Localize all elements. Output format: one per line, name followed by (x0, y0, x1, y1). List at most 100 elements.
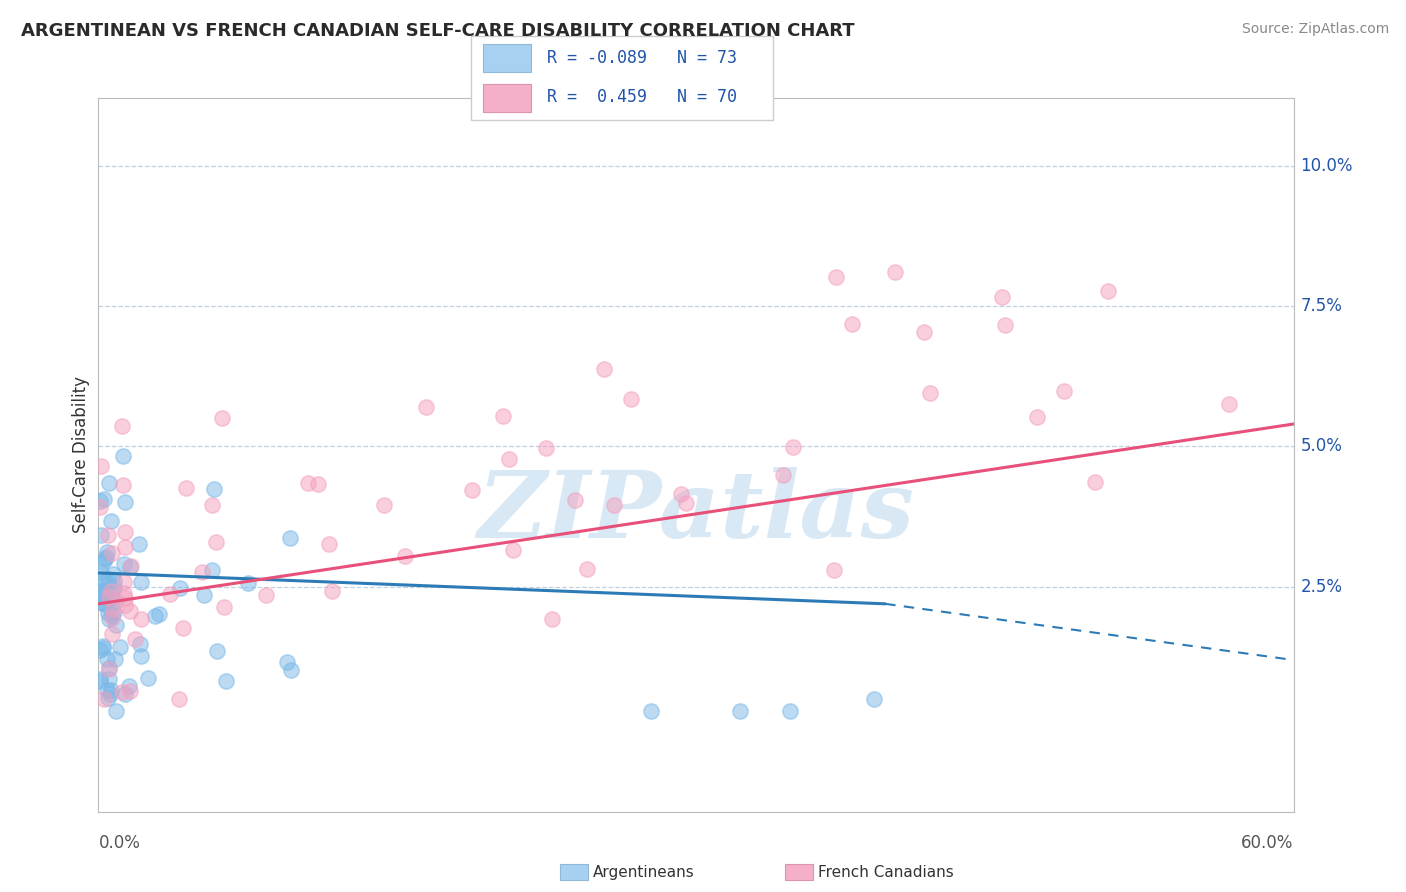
Point (129, 637, 152, 651)
Point (103, 582, 125, 597)
Point (98, 662, 121, 676)
Point (824, 270, 846, 285)
Point (143, 609, 166, 624)
Text: R = -0.089   N = 73: R = -0.089 N = 73 (547, 49, 737, 67)
Text: ZIPatlas: ZIPatlas (478, 467, 914, 557)
Text: 10.0%: 10.0% (1301, 157, 1353, 175)
Point (297, 475, 319, 490)
Point (97, 590, 120, 604)
Point (782, 441, 804, 455)
Point (492, 409, 515, 424)
Point (93, 692, 115, 706)
Point (118, 560, 141, 574)
Point (823, 563, 845, 577)
Point (100, 514, 122, 528)
Point (90, 595, 112, 609)
Point (373, 498, 395, 512)
Point (1026, 409, 1049, 424)
Point (89, 494, 111, 508)
Point (111, 450, 134, 464)
Point (212, 600, 235, 615)
Point (883, 265, 905, 279)
Point (93, 586, 115, 600)
Point (90, 565, 112, 579)
Point (280, 663, 302, 677)
Point (214, 674, 236, 689)
Point (96, 549, 118, 564)
Point (201, 499, 224, 513)
Text: 5.0%: 5.0% (1301, 437, 1343, 456)
Point (236, 576, 259, 591)
Point (101, 608, 124, 623)
Point (105, 618, 128, 632)
Point (97, 690, 120, 705)
Point (91, 640, 114, 654)
Point (167, 692, 190, 706)
Point (502, 543, 524, 558)
Point (534, 441, 557, 455)
Point (278, 531, 301, 545)
Point (114, 525, 136, 540)
Point (498, 452, 520, 467)
Point (91, 596, 114, 610)
Point (640, 704, 662, 718)
Point (129, 612, 152, 626)
Point (1053, 384, 1076, 399)
Point (112, 586, 135, 600)
Point (93, 572, 115, 586)
Point (564, 493, 586, 508)
Point (118, 604, 141, 618)
Point (129, 648, 152, 663)
Point (1097, 285, 1119, 299)
Point (101, 610, 124, 624)
Point (675, 496, 697, 510)
Point (103, 602, 125, 616)
Point (124, 632, 146, 647)
Point (97, 528, 120, 542)
Point (90, 584, 112, 599)
Text: 2.5%: 2.5% (1301, 578, 1343, 596)
Point (321, 583, 343, 598)
Point (111, 419, 134, 434)
Point (97, 661, 120, 675)
Point (461, 483, 484, 497)
Point (211, 411, 233, 425)
Point (575, 562, 598, 576)
Point (318, 537, 340, 551)
Point (1218, 397, 1240, 411)
Point (97, 606, 120, 620)
Point (100, 683, 122, 698)
Point (98, 687, 121, 701)
Point (89, 500, 111, 514)
Point (104, 704, 127, 718)
Point (620, 392, 643, 407)
Point (136, 671, 159, 685)
Point (148, 607, 170, 621)
Point (98, 672, 121, 686)
Text: Source: ZipAtlas.com: Source: ZipAtlas.com (1241, 22, 1389, 37)
Point (100, 591, 122, 606)
Text: R =  0.459   N = 70: R = 0.459 N = 70 (547, 88, 737, 106)
FancyBboxPatch shape (484, 45, 531, 72)
Point (1083, 475, 1105, 489)
Point (104, 652, 127, 666)
Point (728, 704, 751, 718)
Point (779, 704, 801, 718)
Point (101, 627, 124, 641)
Point (174, 481, 197, 495)
Point (96, 544, 118, 558)
Point (131, 574, 153, 589)
Point (254, 588, 277, 602)
Point (172, 621, 194, 635)
Point (89, 643, 111, 657)
Point (669, 487, 692, 501)
Point (603, 498, 626, 512)
FancyBboxPatch shape (484, 84, 531, 112)
Point (103, 580, 125, 594)
Point (114, 540, 136, 554)
Text: 7.5%: 7.5% (1301, 297, 1343, 315)
Point (89, 674, 111, 689)
Point (97, 611, 120, 625)
Point (159, 587, 181, 601)
Text: ARGENTINEAN VS FRENCH CANADIAN SELF-CARE DISABILITY CORRELATION CHART: ARGENTINEAN VS FRENCH CANADIAN SELF-CARE… (21, 22, 855, 40)
